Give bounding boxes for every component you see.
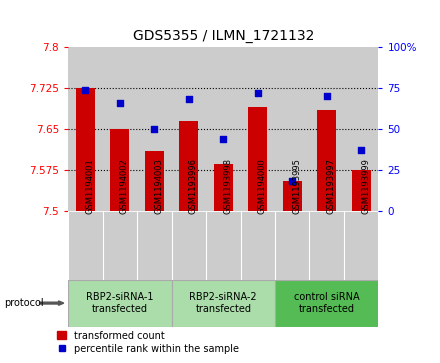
Bar	[103, 47, 137, 211]
Point	[289, 178, 296, 184]
Point	[220, 136, 227, 142]
Bar	[275, 47, 309, 211]
Bar	[352, 170, 370, 211]
Bar	[214, 164, 233, 211]
Bar	[344, 47, 378, 211]
Point	[116, 100, 123, 106]
Legend: transformed count, percentile rank within the sample: transformed count, percentile rank withi…	[53, 327, 243, 358]
Bar	[241, 47, 275, 211]
Bar	[309, 47, 344, 211]
Bar	[145, 151, 164, 211]
Text: GSM1194001: GSM1194001	[85, 158, 95, 214]
Bar	[68, 280, 172, 327]
Bar	[317, 110, 336, 211]
Text: GSM1194000: GSM1194000	[258, 158, 267, 214]
Bar	[103, 211, 137, 280]
Text: GSM1193996: GSM1193996	[189, 158, 198, 214]
Bar	[275, 211, 309, 280]
Bar	[206, 211, 241, 280]
Text: protocol: protocol	[4, 298, 44, 308]
Bar	[309, 211, 344, 280]
Text: GSM1193997: GSM1193997	[326, 158, 336, 214]
Point	[254, 90, 261, 96]
Bar	[172, 47, 206, 211]
Bar	[344, 211, 378, 280]
Point	[82, 87, 89, 93]
Bar	[172, 280, 275, 327]
Point	[358, 147, 365, 153]
Bar	[68, 47, 103, 211]
Bar	[137, 47, 172, 211]
Bar	[180, 121, 198, 211]
Bar	[275, 280, 378, 327]
Bar	[68, 211, 103, 280]
Bar	[248, 107, 267, 211]
Bar	[206, 47, 241, 211]
Text: GSM1193999: GSM1193999	[361, 158, 370, 214]
Bar	[172, 211, 206, 280]
Bar	[283, 181, 302, 211]
Text: GSM1194003: GSM1194003	[154, 158, 163, 214]
Bar	[241, 211, 275, 280]
Point	[151, 126, 158, 132]
Text: GSM1193998: GSM1193998	[223, 158, 232, 214]
Bar	[137, 211, 172, 280]
Point	[323, 93, 330, 99]
Text: RBP2-siRNA-2
transfected: RBP2-siRNA-2 transfected	[190, 292, 257, 314]
Title: GDS5355 / ILMN_1721132: GDS5355 / ILMN_1721132	[132, 29, 314, 44]
Bar	[76, 88, 95, 211]
Text: GSM1194002: GSM1194002	[120, 158, 129, 214]
Text: control siRNA
transfected: control siRNA transfected	[294, 292, 359, 314]
Text: GSM1193995: GSM1193995	[292, 158, 301, 214]
Text: RBP2-siRNA-1
transfected: RBP2-siRNA-1 transfected	[86, 292, 154, 314]
Bar	[110, 129, 129, 211]
Point	[185, 97, 192, 102]
